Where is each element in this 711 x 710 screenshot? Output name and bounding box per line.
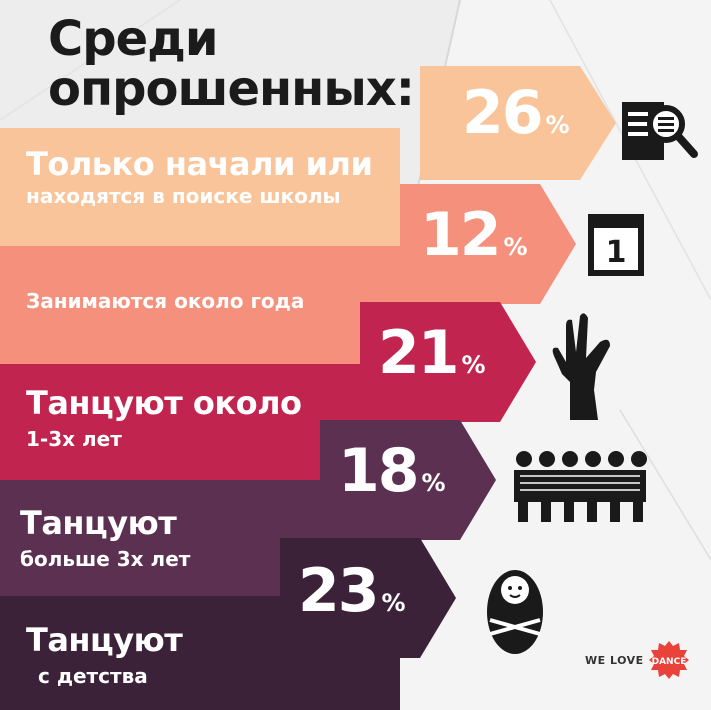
row-1-label: Только начали или находятся в поиске шко… — [26, 145, 373, 208]
value-row-4: 18% — [338, 436, 446, 506]
arrow-row-3 — [360, 302, 536, 422]
value-row-2: 12% — [420, 200, 528, 270]
brand-prefix: WE LOVE — [585, 654, 644, 667]
value-row-1: 26% — [462, 78, 570, 148]
chart-title: Среди опрошенных: — [48, 11, 415, 118]
brand-badge-icon: DANCE — [649, 641, 689, 679]
brand-logo: WE LOVE DANCE — [585, 640, 695, 680]
hand-gesture-icon — [552, 313, 610, 420]
row-5-label: Танцуют с детства — [26, 621, 183, 688]
band-row-2 — [0, 246, 400, 364]
arrow-row-4 — [320, 420, 496, 540]
baby-icon — [487, 570, 543, 654]
arrow-row-2 — [400, 184, 576, 304]
calendar-icon: 1 — [588, 214, 644, 276]
svg-text:1: 1 — [606, 235, 627, 270]
row-4-label: Танцуют больше 3х лет — [20, 504, 191, 571]
row-3-label: Танцуют около 1-3х лет — [26, 384, 302, 451]
arrow-row-1 — [420, 66, 616, 180]
people-group-icon — [514, 451, 647, 522]
row-2-label: Занимаются около года — [26, 289, 305, 313]
value-row-5: 23% — [298, 556, 406, 626]
value-row-3: 21% — [378, 318, 486, 388]
svg-text:DANCE: DANCE — [652, 657, 687, 667]
magnifier-document-icon — [622, 102, 698, 160]
arrow-row-5 — [280, 538, 456, 658]
band-row-1 — [0, 128, 400, 246]
